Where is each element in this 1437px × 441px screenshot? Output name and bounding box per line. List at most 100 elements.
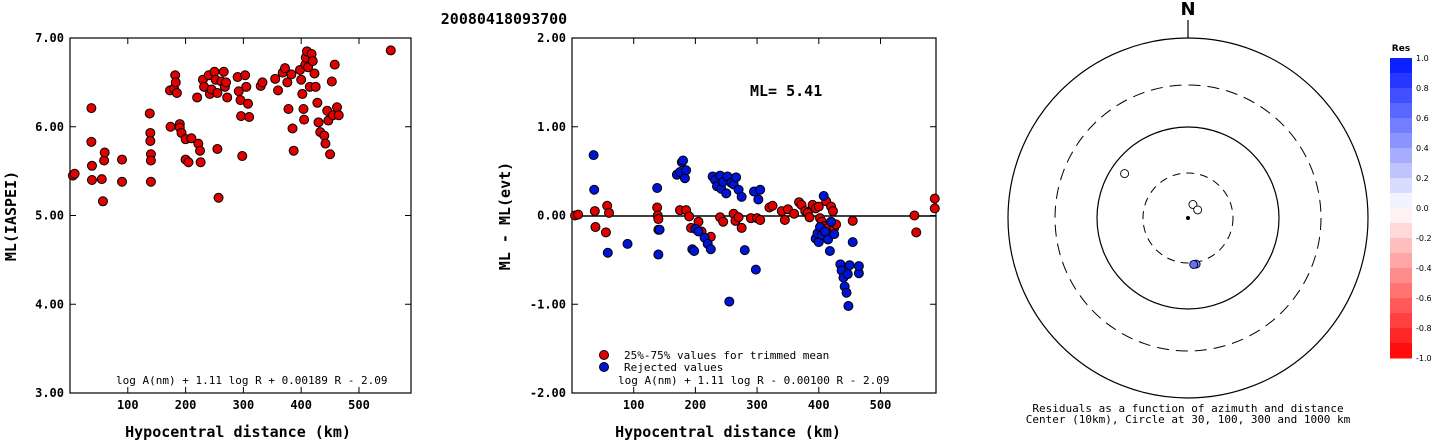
panel2-data-point — [826, 216, 837, 227]
panel1-data-point — [280, 63, 291, 74]
panel1-data-point — [332, 102, 343, 113]
panel1-data-point — [257, 77, 268, 88]
panel2-ytick-label: 0.00 — [537, 209, 566, 223]
north-label: N — [1180, 0, 1195, 20]
ring-dashed-inner — [1142, 172, 1234, 264]
panel1-data-point — [145, 135, 156, 146]
panel2-data-point — [767, 200, 778, 211]
panel2-data-point — [827, 206, 838, 217]
panel1-data-point — [286, 69, 297, 80]
panel1-data-point — [145, 155, 156, 166]
colorbar-cell — [1390, 328, 1412, 344]
panel1-data-point — [240, 70, 251, 81]
panel1-data-point — [86, 136, 97, 147]
polar-station-point — [1189, 260, 1199, 269]
panel2-data-point — [853, 261, 864, 272]
panel2-data-point — [600, 227, 611, 238]
panel1-data-point — [288, 145, 299, 156]
colorbar-cell — [1390, 193, 1412, 209]
panel1-data-point — [145, 176, 156, 187]
panel2-xtick-label: 400 — [808, 398, 830, 412]
panel1-ytick-label: 3.00 — [35, 386, 64, 400]
panel2-data-point — [622, 238, 633, 249]
panel2-data-point — [818, 190, 829, 201]
panel2-data-point — [705, 244, 716, 255]
panel2-data-point — [588, 150, 599, 161]
epicenter-dot — [1186, 216, 1190, 220]
colorbar-cell — [1390, 163, 1412, 179]
panel-ml-residual: ML - ML(evt) Hypocentral distance (km) M… — [496, 31, 940, 441]
panel1-data-point — [97, 196, 108, 207]
panel2-data-point — [911, 227, 922, 238]
panel1-data-point — [298, 104, 309, 114]
colorbar-tick-label: 0.6 — [1416, 114, 1429, 123]
panel1-ytick-label: 7.00 — [35, 31, 64, 45]
panel2-data-point — [755, 214, 766, 225]
panel1-data-point — [309, 68, 320, 79]
panel1-formula: log A(nm) + 1.11 log R + 0.00189 R - 2.0… — [116, 374, 388, 387]
panel2-ticks: -2.00 -1.00 0.00 1.00 2.00 100 200 300 400 500 — [530, 31, 936, 412]
panel1-data-point — [325, 149, 336, 160]
panel1-ytick-label: 4.00 — [35, 297, 64, 311]
panel1-ticks: 3.00 4.00 5.00 6.00 7.00 100 200 300 400 500 — [35, 31, 411, 412]
panel2-data-point — [789, 208, 800, 219]
panel2-data-point — [843, 301, 854, 312]
panel2-data-point — [813, 201, 824, 212]
panel1-data-point — [218, 66, 229, 77]
panel1-data-point — [212, 88, 223, 99]
panel2-data-point — [842, 269, 853, 280]
panel2-data-point — [929, 203, 940, 214]
colorbar-tick-label: -0.4 — [1416, 264, 1432, 273]
panel1-data-point — [296, 74, 307, 85]
panel2-data-point — [753, 194, 764, 205]
panel1-xtick-label: 100 — [117, 398, 139, 412]
colorbar-tick-label: 1.0 — [1416, 54, 1429, 63]
panel1-data-point — [170, 77, 181, 88]
panel2-data-point — [589, 206, 600, 217]
panel2-data-point — [718, 216, 729, 227]
polar-caption-1: Residuals as a function of azimuth and d… — [1032, 402, 1343, 415]
panel1-data-point — [299, 114, 310, 125]
colorbar-cell — [1390, 118, 1412, 134]
legend-red-marker — [599, 350, 609, 360]
panel2-xtick-label: 500 — [870, 398, 892, 412]
colorbar-cell — [1390, 148, 1412, 164]
panel-azimuth-plot: N Residuals as a function of azimuth and… — [1007, 0, 1369, 426]
panel1-data-point — [310, 81, 321, 92]
panel2-data-point — [847, 237, 858, 248]
panel1-data-point — [287, 123, 298, 134]
panel1-data-point — [237, 151, 248, 162]
panel2-data-point — [684, 211, 695, 222]
panel1-data-point — [195, 157, 206, 168]
panel2-ml-value: ML= 5.41 — [750, 82, 822, 100]
panel2-ylabel: ML - ML(evt) — [496, 162, 514, 270]
polar-points — [1120, 169, 1203, 269]
colorbar-cell — [1390, 253, 1412, 269]
panel2-data-point — [573, 209, 584, 220]
panel2-data-point — [847, 215, 858, 226]
panel1-xtick-label: 300 — [233, 398, 255, 412]
panel2-data-point — [736, 222, 747, 233]
colorbar-tick-label: 0.2 — [1416, 174, 1429, 183]
panel1-xtick-label: 200 — [175, 398, 197, 412]
polar-station-point — [1193, 205, 1203, 215]
panel1-data-point — [144, 108, 155, 119]
ring-outer — [1007, 37, 1369, 399]
panel2-data-point — [689, 246, 700, 256]
colorbar-cell — [1390, 268, 1412, 284]
panel2-data-point — [733, 212, 744, 223]
colorbar-cell — [1390, 88, 1412, 104]
panel1-data-point — [307, 56, 318, 67]
panel1-data-point — [86, 103, 97, 114]
colorbar-tick-label: 0.0 — [1416, 204, 1429, 213]
panel2-data-point — [739, 245, 750, 256]
colorbar-tick-label: -0.8 — [1416, 324, 1432, 333]
panel2-ytick-label: -2.00 — [530, 386, 566, 400]
colorbar-tick-label: -0.6 — [1416, 294, 1432, 303]
legend-blue-marker — [599, 362, 609, 372]
panel2-data-point — [653, 214, 664, 225]
panel2-data-point — [755, 184, 766, 195]
panel2-ytick-label: 1.00 — [537, 120, 566, 134]
panel2-data-point — [731, 172, 742, 183]
